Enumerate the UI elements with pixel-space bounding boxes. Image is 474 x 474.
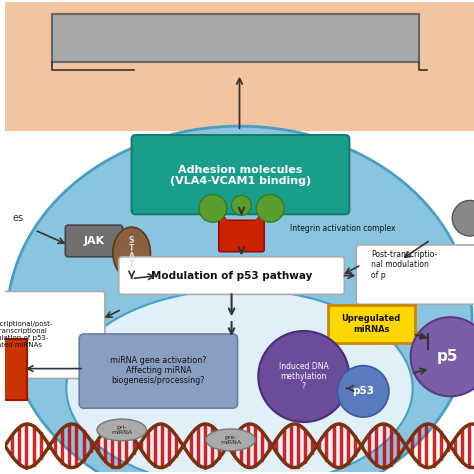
FancyBboxPatch shape: [119, 257, 345, 294]
Circle shape: [232, 195, 251, 215]
Text: pre-
miRNA: pre- miRNA: [220, 435, 241, 445]
Text: Post-transcriptio-
nal modulation
of p: Post-transcriptio- nal modulation of p: [371, 250, 438, 280]
Text: Induced DNA
methylation
?: Induced DNA methylation ?: [279, 362, 328, 392]
FancyBboxPatch shape: [132, 135, 349, 214]
FancyBboxPatch shape: [79, 334, 237, 408]
Text: pri-
miRNA: pri- miRNA: [111, 425, 132, 435]
FancyBboxPatch shape: [53, 14, 419, 62]
FancyBboxPatch shape: [328, 305, 415, 343]
Circle shape: [256, 194, 284, 222]
Text: p5: p5: [437, 349, 458, 364]
Text: Adhesion molecules
(VLA4-VCAM1 binding): Adhesion molecules (VLA4-VCAM1 binding): [170, 165, 311, 186]
FancyBboxPatch shape: [65, 225, 123, 257]
Ellipse shape: [206, 429, 255, 451]
Circle shape: [337, 365, 389, 417]
Circle shape: [199, 194, 227, 222]
Bar: [5, 2, 474, 131]
Text: scriptional/post-
transcriptional
ulation of p53-
ated miRNAs: scriptional/post- transcriptional ulatio…: [0, 321, 54, 348]
Text: p53: p53: [352, 386, 374, 396]
Text: es: es: [13, 213, 24, 223]
Ellipse shape: [97, 419, 146, 441]
Circle shape: [258, 331, 349, 422]
Circle shape: [452, 201, 474, 236]
FancyBboxPatch shape: [356, 245, 474, 304]
Ellipse shape: [113, 227, 150, 279]
Text: Upregulated
miRNAs: Upregulated miRNAs: [341, 314, 401, 334]
Text: miRNA gene activation?
Affecting miRNA
biogenesis/processing?: miRNA gene activation? Affecting miRNA b…: [110, 356, 207, 385]
Ellipse shape: [7, 126, 472, 474]
Text: JAK: JAK: [83, 236, 105, 246]
FancyBboxPatch shape: [0, 339, 27, 400]
Text: Modulation of p53 pathway: Modulation of p53 pathway: [151, 271, 312, 281]
FancyBboxPatch shape: [0, 292, 105, 379]
FancyBboxPatch shape: [219, 220, 264, 252]
Ellipse shape: [66, 290, 413, 474]
Circle shape: [410, 317, 474, 396]
Text: Integrin activation complex: Integrin activation complex: [290, 224, 395, 233]
Text: S
T
A
T: S T A T: [129, 237, 135, 269]
